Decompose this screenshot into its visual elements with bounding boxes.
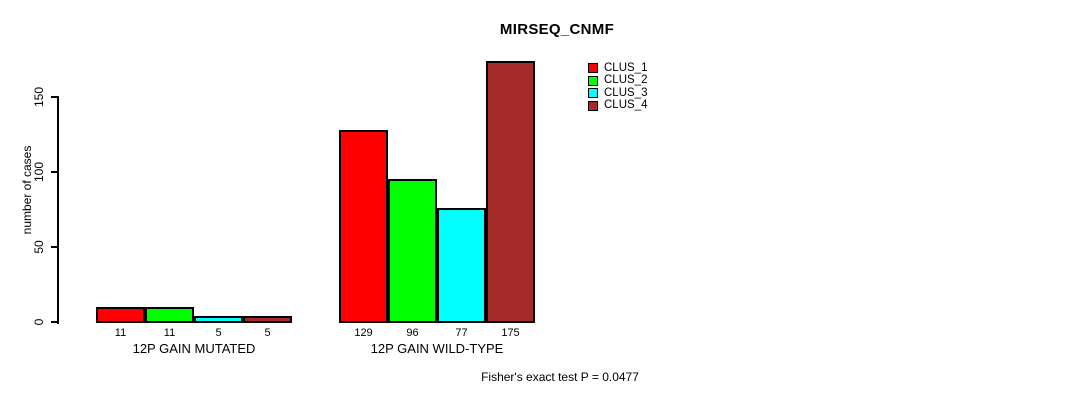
bar-value-label: 11: [114, 327, 127, 339]
bar-value-label: 11: [163, 327, 176, 339]
group-label: 12P GAIN WILD-TYPE: [370, 341, 504, 356]
legend-label: CLUS_4: [604, 99, 648, 111]
bar: [145, 306, 194, 323]
footer-annotation: Fisher's exact test P = 0.0477: [481, 370, 639, 384]
group-label: 12P GAIN MUTATED: [132, 341, 256, 356]
legend-label: CLUS_3: [604, 86, 648, 99]
y-tick-label: 0: [32, 318, 46, 326]
legend-swatch: [588, 100, 598, 111]
bar: [194, 315, 243, 323]
bar-value-label: 5: [215, 327, 222, 339]
legend-label: CLUS_2: [604, 74, 648, 86]
y-tick: [51, 321, 58, 323]
legend-item: CLUS_1: [588, 62, 647, 75]
legend-item: CLUS_2: [588, 74, 648, 88]
bar: [339, 129, 388, 323]
legend-item: CLUS_3: [588, 87, 647, 100]
bar: [437, 207, 486, 323]
bar-value-label: 5: [264, 327, 271, 339]
y-tick-label: 100: [32, 161, 46, 183]
y-axis-label: number of cases: [20, 145, 34, 235]
bar: [486, 60, 535, 323]
y-tick-label: 150: [32, 86, 46, 108]
legend-swatch: [588, 63, 598, 74]
y-tick: [51, 96, 58, 98]
bar-value-label: 77: [455, 327, 468, 339]
bar: [96, 306, 145, 323]
legend-item: CLUS_4: [588, 99, 648, 113]
bar: [243, 315, 292, 323]
bar: [388, 179, 437, 323]
bar-value-label: 129: [354, 327, 373, 339]
y-axis-line: [57, 96, 59, 324]
y-tick: [51, 171, 58, 173]
y-tick-label: 50: [32, 240, 46, 254]
legend-swatch: [588, 88, 598, 99]
legend: CLUS_1 CLUS_2 CLUS_3 CLUS_4: [588, 62, 647, 112]
y-tick: [51, 246, 58, 248]
legend-swatch: [588, 75, 598, 86]
legend-label: CLUS_1: [604, 61, 648, 74]
bar-value-label: 175: [501, 327, 520, 339]
bar-value-label: 96: [406, 327, 419, 339]
chart-title: MIRSEQ_CNMF: [499, 21, 615, 38]
